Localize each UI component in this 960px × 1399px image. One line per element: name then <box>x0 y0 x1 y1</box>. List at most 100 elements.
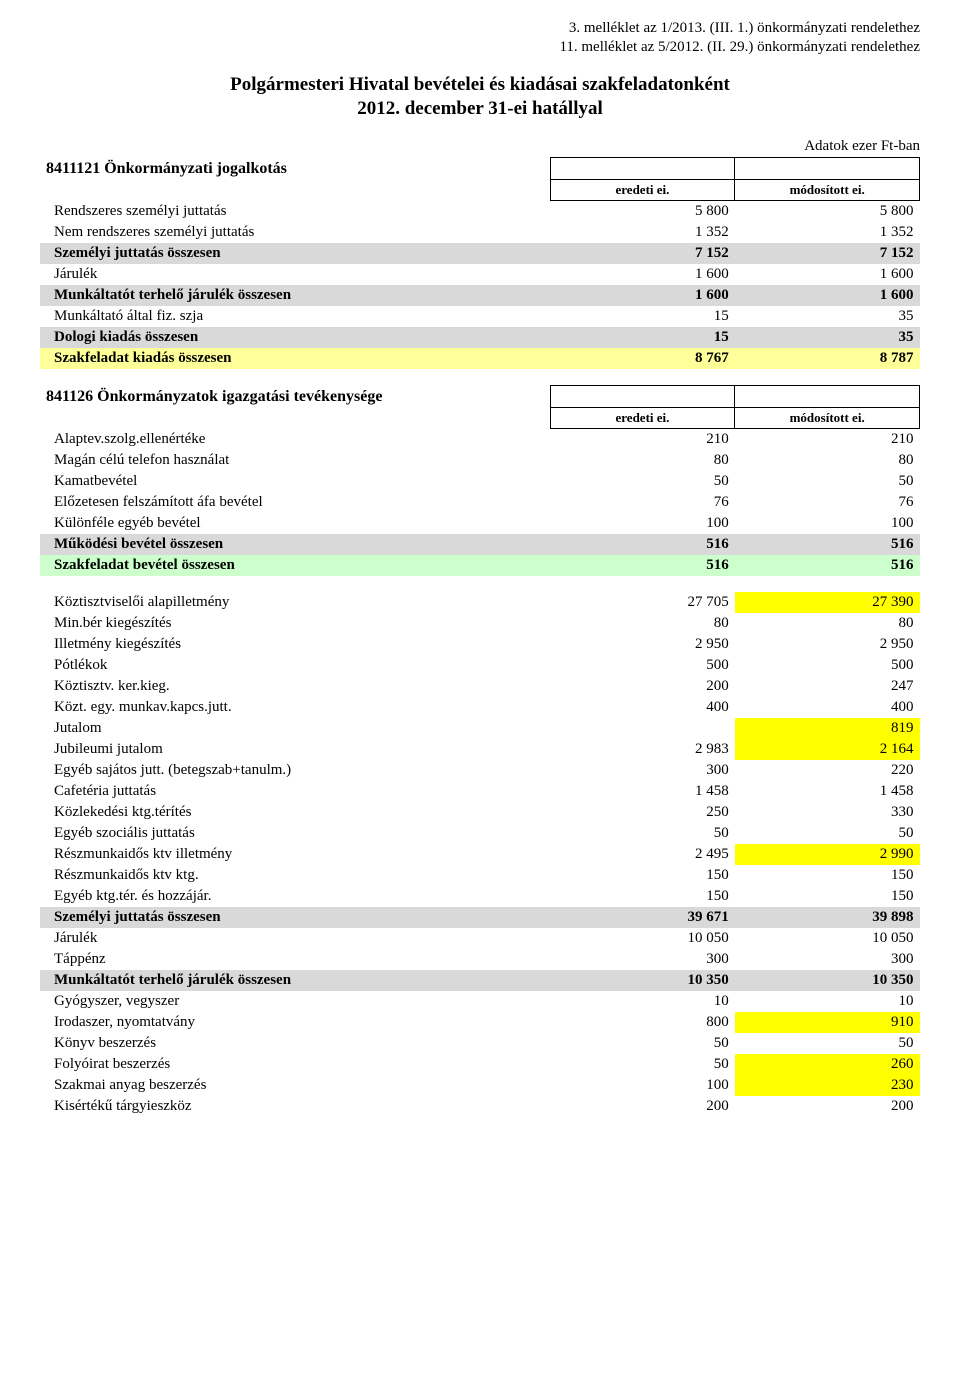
row-value-modified: 7 152 <box>735 243 920 264</box>
row-value-original: 50 <box>550 1033 735 1054</box>
row-value-original: 50 <box>550 471 735 492</box>
row-label: Magán célú telefon használat <box>40 450 550 471</box>
section-header-row: 8411121 Önkormányzati jogalkotás <box>40 158 920 180</box>
row-value-modified: 39 898 <box>735 907 920 928</box>
row-label: Személyi juttatás összesen <box>40 243 550 264</box>
section-header-row: 841126 Önkormányzatok igazgatási tevéken… <box>40 386 920 408</box>
row-value-modified: 230 <box>735 1075 920 1096</box>
row-value-original: 300 <box>550 949 735 970</box>
table-row: Cafetéria juttatás1 4581 458 <box>40 781 920 802</box>
row-label: Pótlékok <box>40 655 550 676</box>
row-label: Működési bevétel összesen <box>40 534 550 555</box>
table-row: Folyóirat beszerzés50260 <box>40 1054 920 1075</box>
row-label: Különféle egyéb bevétel <box>40 513 550 534</box>
spacer-row <box>40 576 920 592</box>
section-box <box>550 158 735 180</box>
row-value-original: 100 <box>550 513 735 534</box>
row-value-original: 500 <box>550 655 735 676</box>
row-value-original: 27 705 <box>550 592 735 613</box>
row-value-original: 2 950 <box>550 634 735 655</box>
row-value-original: 516 <box>550 555 735 576</box>
table-row: Munkáltató által fiz. szja1535 <box>40 306 920 327</box>
row-value-modified: 27 390 <box>735 592 920 613</box>
row-value-modified: 50 <box>735 471 920 492</box>
col-header-original: eredeti ei. <box>550 180 735 201</box>
row-value-original: 1 352 <box>550 222 735 243</box>
header-ref-1: 3. melléklet az 1/2013. (III. 1.) önkorm… <box>40 20 920 37</box>
row-value-modified: 76 <box>735 492 920 513</box>
table-row: Táppénz300300 <box>40 949 920 970</box>
row-value-original: 10 050 <box>550 928 735 949</box>
row-value-modified: 516 <box>735 534 920 555</box>
row-value-original: 50 <box>550 1054 735 1075</box>
row-label: Folyóirat beszerzés <box>40 1054 550 1075</box>
section-box <box>735 158 920 180</box>
table-row: Járulék10 05010 050 <box>40 928 920 949</box>
row-label: Köztisztviselői alapilletmény <box>40 592 550 613</box>
row-value-modified: 1 352 <box>735 222 920 243</box>
col-header-original: eredeti ei. <box>550 408 735 429</box>
row-label: Jutalom <box>40 718 550 739</box>
row-label: Közt. egy. munkav.kapcs.jutt. <box>40 697 550 718</box>
row-value-modified: 330 <box>735 802 920 823</box>
table-row: Különféle egyéb bevétel100100 <box>40 513 920 534</box>
row-value-modified: 2 164 <box>735 739 920 760</box>
table-row: Egyéb szociális juttatás5050 <box>40 823 920 844</box>
row-value-modified: 1 600 <box>735 264 920 285</box>
table-row: Közt. egy. munkav.kapcs.jutt.400400 <box>40 697 920 718</box>
row-label: Alaptev.szolg.ellenértéke <box>40 429 550 451</box>
row-label: Gyógyszer, vegyszer <box>40 991 550 1012</box>
table-row: Magán célú telefon használat8080 <box>40 450 920 471</box>
row-value-original: 1 600 <box>550 285 735 306</box>
table-row: Köztisztv. ker.kieg.200247 <box>40 676 920 697</box>
row-value-original: 15 <box>550 306 735 327</box>
row-label: Szakfeladat bevétel összesen <box>40 555 550 576</box>
row-label: Köztisztv. ker.kieg. <box>40 676 550 697</box>
table-row: Pótlékok500500 <box>40 655 920 676</box>
row-value-modified: 10 350 <box>735 970 920 991</box>
row-value-modified: 210 <box>735 429 920 451</box>
row-label: Szakfeladat kiadás összesen <box>40 348 550 369</box>
row-value-original: 15 <box>550 327 735 348</box>
table-row: Személyi juttatás összesen7 1527 152 <box>40 243 920 264</box>
row-value-modified: 50 <box>735 1033 920 1054</box>
row-value-modified: 8 787 <box>735 348 920 369</box>
row-label: Egyéb sajátos jutt. (betegszab+tanulm.) <box>40 760 550 781</box>
row-value-modified: 10 <box>735 991 920 1012</box>
row-value-modified: 80 <box>735 450 920 471</box>
row-label: Részmunkaidős ktv illetmény <box>40 844 550 865</box>
table-row: Min.bér kiegészítés8080 <box>40 613 920 634</box>
row-value-original: 100 <box>550 1075 735 1096</box>
row-value-original: 200 <box>550 1096 735 1117</box>
header-ref-2: 11. melléklet az 5/2012. (II. 29.) önkor… <box>40 39 920 56</box>
table-row: Kisértékű tárgyieszköz200200 <box>40 1096 920 1117</box>
row-value-modified: 35 <box>735 327 920 348</box>
table-row: Személyi juttatás összesen39 67139 898 <box>40 907 920 928</box>
row-label: Személyi juttatás összesen <box>40 907 550 928</box>
row-label: Részmunkaidős ktv ktg. <box>40 865 550 886</box>
row-value-modified: 1 600 <box>735 285 920 306</box>
table-row: Egyéb sajátos jutt. (betegszab+tanulm.)3… <box>40 760 920 781</box>
row-value-modified: 2 990 <box>735 844 920 865</box>
table-row: Gyógyszer, vegyszer1010 <box>40 991 920 1012</box>
row-label: Rendszeres személyi juttatás <box>40 201 550 223</box>
row-value-modified: 247 <box>735 676 920 697</box>
row-value-modified: 220 <box>735 760 920 781</box>
row-value-original: 80 <box>550 450 735 471</box>
table-row: Részmunkaidős ktv ktg.150150 <box>40 865 920 886</box>
row-value-modified: 10 050 <box>735 928 920 949</box>
col-header-modified: módosított ei. <box>735 408 920 429</box>
row-value-modified: 516 <box>735 555 920 576</box>
row-label: Táppénz <box>40 949 550 970</box>
table-row: Munkáltatót terhelő járulék összesen1 60… <box>40 285 920 306</box>
row-label: Járulék <box>40 928 550 949</box>
row-label: Cafetéria juttatás <box>40 781 550 802</box>
row-label: Szakmai anyag beszerzés <box>40 1075 550 1096</box>
table-row: Kamatbevétel5050 <box>40 471 920 492</box>
row-value-original: 250 <box>550 802 735 823</box>
row-label: Illetmény kiegészítés <box>40 634 550 655</box>
row-value-original: 76 <box>550 492 735 513</box>
table-row: Illetmény kiegészítés2 9502 950 <box>40 634 920 655</box>
table-row: Közlekedési ktg.térítés250330 <box>40 802 920 823</box>
row-label: Egyéb ktg.tér. és hozzájár. <box>40 886 550 907</box>
